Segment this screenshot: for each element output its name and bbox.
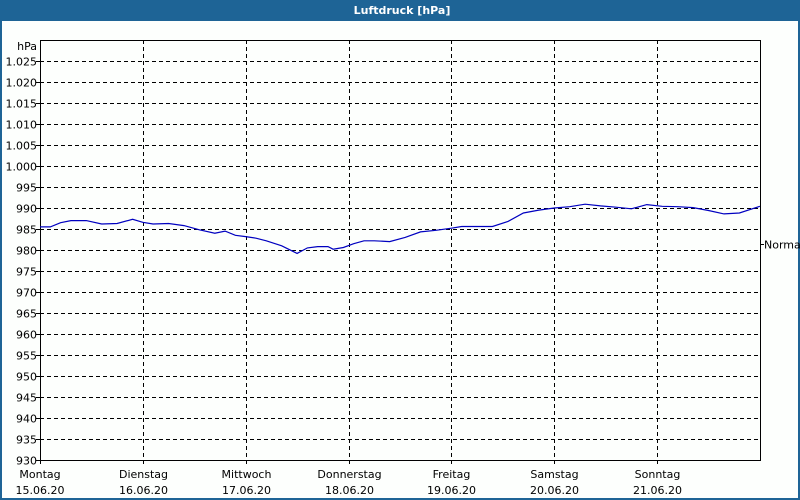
x-day-label: Freitag <box>433 468 471 481</box>
y-tick-label: 995 <box>16 182 37 195</box>
y-axis-unit: hPa <box>17 40 37 53</box>
x-date-label: 19.06.20 <box>427 484 476 497</box>
y-tick-label: 945 <box>16 392 37 405</box>
y-tick-label: 930 <box>16 455 37 468</box>
y-tick-label: 1.020 <box>6 77 38 90</box>
x-date-label: 17.06.20 <box>222 484 271 497</box>
y-tick-label: 935 <box>16 434 37 447</box>
x-date-label: 21.06.20 <box>633 484 682 497</box>
y-tick-label: 940 <box>16 413 37 426</box>
x-date-label: 15.06.20 <box>16 484 65 497</box>
y-tick-label: 990 <box>16 203 37 216</box>
x-day-label: Donnerstag <box>317 468 381 481</box>
x-date-label: 20.06.20 <box>530 484 579 497</box>
x-day-label: Sonntag <box>635 468 681 481</box>
y-tick-label: 1.000 <box>6 161 38 174</box>
y-tick-label: 1.005 <box>6 140 38 153</box>
y-tick-label: 970 <box>16 287 37 300</box>
y-tick-label: 960 <box>16 329 37 342</box>
y-tick-label: 1.015 <box>6 98 38 111</box>
y-tick-label: 980 <box>16 245 37 258</box>
y-tick-label: 965 <box>16 308 37 321</box>
y-tick-label: 1.010 <box>6 119 38 132</box>
y-tick-label: 985 <box>16 224 37 237</box>
pressure-line <box>40 203 761 255</box>
normal-label: Normal <box>764 239 800 252</box>
y-tick-label: 955 <box>16 350 37 363</box>
x-date-label: 18.06.20 <box>325 484 374 497</box>
x-day-label: Mittwoch <box>222 468 272 481</box>
x-date-label: 16.06.20 <box>119 484 168 497</box>
chart-title: Luftdruck [hPa] <box>2 0 800 21</box>
y-tick-label: 950 <box>16 371 37 384</box>
y-tick-label: 975 <box>16 266 37 279</box>
x-day-label: Montag <box>19 468 60 481</box>
plot-border <box>40 40 761 461</box>
x-day-label: Dienstag <box>119 468 168 481</box>
y-tick-label: 1.025 <box>6 56 38 69</box>
x-day-label: Samstag <box>530 468 578 481</box>
